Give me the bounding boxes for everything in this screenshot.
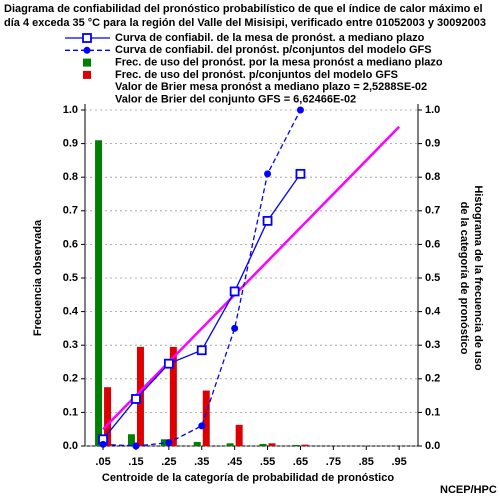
- marker: [264, 170, 272, 178]
- bar: [259, 443, 267, 446]
- y2-axis-label: Histograma de la frecuencia de uso: [472, 185, 484, 371]
- marker: [132, 442, 140, 450]
- y2-tick-label: 0.6: [425, 238, 440, 250]
- bar: [193, 441, 201, 446]
- y-tick-label: 0.8: [63, 171, 78, 183]
- x-tick-label: .05: [95, 456, 110, 468]
- reference-line: [102, 125, 401, 431]
- bar: [160, 439, 168, 446]
- marker: [262, 215, 273, 226]
- marker: [99, 440, 107, 448]
- title-line: Diagrama de confiabilidad del pronóstico…: [4, 3, 483, 15]
- x-tick-label: .65: [293, 456, 308, 468]
- x-tick-label: .75: [326, 456, 341, 468]
- y-tick-label: 0.5: [63, 272, 78, 284]
- marker: [229, 286, 240, 297]
- legend-label: Curva de confiabil. de la mesa de pronós…: [115, 32, 425, 44]
- bar: [202, 390, 210, 446]
- marker: [131, 394, 141, 404]
- marker: [165, 439, 173, 447]
- x-tick-label: .55: [260, 456, 275, 468]
- x-tick-label: .85: [359, 456, 374, 468]
- bar: [95, 140, 103, 447]
- y2-axis-label: de la categoría de pronóstico: [458, 202, 470, 355]
- y2-tick-label: 0.1: [425, 406, 440, 418]
- y-tick-label: 0.1: [63, 406, 78, 418]
- legend-label: Curva de confiabil. del pronóst. p/conju…: [115, 44, 432, 56]
- bar: [226, 443, 234, 446]
- y-axis-label: Frecuencia observada: [32, 219, 44, 336]
- legend-swatch: [83, 70, 91, 79]
- bar: [292, 444, 300, 446]
- x-tick-label: .15: [128, 456, 143, 468]
- legend-label: Frec. de uso del pronóst. por la mesa pr…: [115, 57, 443, 69]
- footer: NCEP/HPC: [440, 484, 497, 496]
- y2-tick-label: 0.9: [425, 138, 440, 150]
- y2-tick-label: 0.5: [425, 272, 440, 284]
- marker: [295, 168, 306, 179]
- marker: [198, 422, 206, 430]
- y-tick-label: 0.0: [63, 440, 78, 452]
- bar: [268, 443, 276, 446]
- y2-tick-label: 0.2: [425, 373, 440, 385]
- y-tick-label: 0.6: [63, 238, 78, 250]
- annotation: Valor de Brier mesa pronóst a mediano pl…: [115, 81, 427, 93]
- y-tick-label: 0.2: [63, 373, 78, 385]
- x-tick-label: .95: [392, 456, 407, 468]
- y2-tick-label: 0.8: [425, 171, 440, 183]
- y2-tick-label: 0.7: [425, 205, 440, 217]
- annotation: Valor de Brier del conjunto GFS = 6,6246…: [115, 93, 356, 105]
- bar: [301, 444, 309, 446]
- y-tick-label: 0.9: [63, 138, 78, 150]
- legend-marker: [83, 46, 91, 54]
- y2-tick-label: 0.0: [425, 440, 440, 452]
- bar: [127, 434, 135, 446]
- x-tick-label: .25: [161, 456, 176, 468]
- marker: [196, 345, 207, 356]
- marker: [296, 106, 304, 114]
- x-tick-label: .45: [227, 456, 242, 468]
- marker: [163, 358, 174, 369]
- legend-swatch: [83, 58, 91, 67]
- y2-tick-label: 0.4: [425, 306, 441, 318]
- y-tick-label: 0.7: [63, 205, 78, 217]
- y2-tick-label: 1.0: [425, 104, 440, 116]
- title-line: día 4 exceda 35 °C para la región del Va…: [4, 17, 486, 29]
- bar: [169, 346, 177, 446]
- y2-tick-label: 0.3: [425, 339, 440, 351]
- x-axis-label: Centroide de la categoría de probabilida…: [102, 472, 394, 484]
- legend-label: Frec. de uso del pronóst. p/conjuntos de…: [115, 69, 398, 81]
- x-tick-label: .35: [194, 456, 209, 468]
- legend-marker: [82, 33, 92, 43]
- y-tick-label: 0.4: [63, 306, 79, 318]
- y-tick-label: 1.0: [63, 104, 78, 116]
- bar: [235, 424, 243, 446]
- bar: [104, 387, 112, 446]
- marker: [231, 324, 239, 332]
- y-tick-label: 0.3: [63, 339, 78, 351]
